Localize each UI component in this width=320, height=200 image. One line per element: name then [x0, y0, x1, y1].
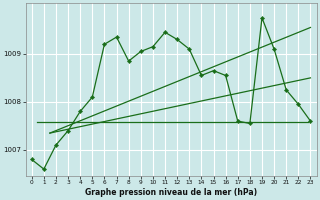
X-axis label: Graphe pression niveau de la mer (hPa): Graphe pression niveau de la mer (hPa): [85, 188, 257, 197]
